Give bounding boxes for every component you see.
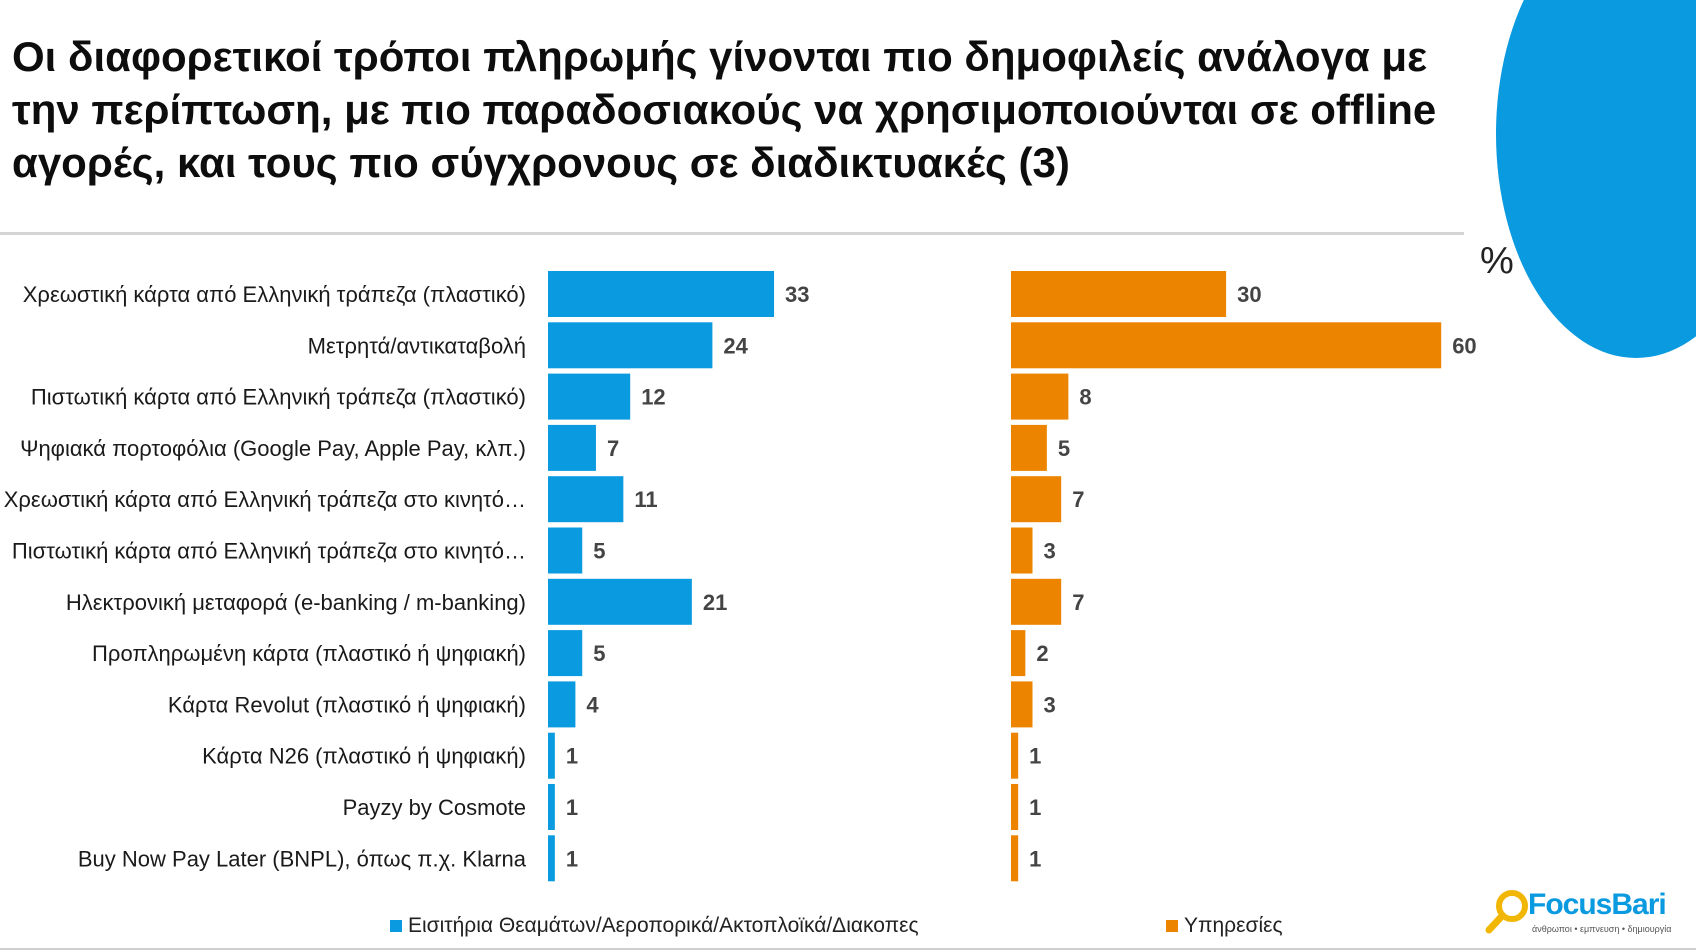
data-label-series-2: 1 (1029, 795, 1041, 820)
title-divider (0, 232, 1464, 235)
bar-series-1 (548, 835, 555, 882)
bar-series-2 (1011, 271, 1227, 317)
bar-series-1 (548, 373, 631, 420)
bar-series-2 (1011, 322, 1442, 369)
bar-series-2 (1011, 476, 1062, 523)
legend-label-series-2: Υπηρεσίες (1184, 914, 1283, 937)
bar-series-1 (548, 271, 775, 317)
category-label: Ηλεκτρονική μεταφορά (e-banking / m-bank… (66, 590, 526, 615)
bar-series-2 (1011, 630, 1026, 677)
bar-series-1 (548, 578, 692, 625)
bar-series-1 (548, 476, 624, 523)
bar-chart: Χρεωστική κάρτα από Ελληνική τράπεζα (πλ… (4, 271, 1477, 882)
data-label-series-2: 30 (1237, 282, 1261, 307)
data-label-series-1: 11 (634, 487, 657, 512)
data-label-series-1: 5 (593, 641, 605, 666)
bar-series-1 (548, 681, 576, 728)
data-label-series-2: 1 (1029, 846, 1041, 871)
category-label: Χρεωστική κάρτα από Ελληνική τράπεζα (πλ… (23, 282, 526, 307)
category-label: Μετρητά/αντικαταβολή (308, 333, 526, 358)
data-label-series-1: 24 (723, 333, 748, 358)
category-label: Κάρτα N26 (πλαστικό ή ψηφιακή) (202, 744, 526, 769)
data-label-series-2: 3 (1044, 539, 1056, 564)
bar-series-2 (1011, 784, 1019, 830)
data-label-series-1: 12 (641, 385, 665, 410)
focusbari-logo: FocusBari άνθρωποι • εμπνευση • δημιουργ… (1484, 888, 1674, 938)
data-label-series-2: 1 (1029, 744, 1041, 769)
bar-series-2 (1011, 732, 1019, 779)
category-label: Χρεωστική κάρτα από Ελληνική τράπεζα στο… (4, 487, 526, 512)
unit-label: % (1480, 240, 1514, 282)
data-label-series-1: 4 (586, 692, 599, 717)
data-label-series-1: 21 (703, 590, 727, 615)
category-label: Προπληρωμένη κάρτα (πλαστικό ή ψηφιακή) (92, 641, 526, 666)
bar-series-2 (1011, 835, 1019, 882)
data-label-series-2: 5 (1058, 436, 1070, 461)
data-label-series-1: 1 (566, 846, 578, 871)
data-label-series-2: 7 (1072, 590, 1084, 615)
legend-swatch-series-1 (390, 920, 402, 932)
bar-series-1 (548, 424, 596, 471)
bar-series-2 (1011, 527, 1033, 574)
page-title: Οι διαφορετικοί τρόποι πληρωμής γίνονται… (12, 33, 1437, 186)
logo-text: FocusBari (1528, 888, 1667, 921)
bar-series-1 (548, 784, 555, 830)
legend-item-series-1: Εισιτήρια Θεαμάτων/Αεροπορικά/Ακτοπλοϊκά… (390, 914, 919, 938)
legend-label-series-1: Εισιτήρια Θεαμάτων/Αεροπορικά/Ακτοπλοϊκά… (408, 914, 919, 937)
legend-item-series-2: Υπηρεσίες (1166, 914, 1283, 938)
data-label-series-1: 7 (607, 436, 619, 461)
data-label-series-2: 2 (1036, 641, 1048, 666)
category-label: Πιστωτική κάρτα από Ελληνική τράπεζα στο… (12, 539, 526, 564)
bar-series-1 (548, 732, 555, 779)
bar-series-1 (548, 527, 583, 574)
data-label-series-1: 33 (785, 282, 809, 307)
decorative-circle (1496, 0, 1696, 358)
bar-series-1 (548, 322, 713, 369)
category-label: Buy Now Pay Later (BNPL), όπως π.χ. Klar… (78, 846, 527, 871)
data-label-series-1: 1 (566, 744, 578, 769)
data-label-series-2: 7 (1072, 487, 1084, 512)
bar-series-2 (1011, 424, 1047, 471)
data-label-series-1: 1 (566, 795, 578, 820)
magnifier-logo-icon (1485, 890, 1528, 934)
category-label: Πιστωτική κάρτα από Ελληνική τράπεζα (πλ… (31, 385, 526, 410)
data-label-series-2: 3 (1044, 692, 1056, 717)
legend-swatch-series-2 (1166, 920, 1178, 932)
data-label-series-2: 8 (1079, 385, 1091, 410)
data-label-series-2: 60 (1452, 333, 1476, 358)
logo-tagline: άνθρωποι • εμπνευση • δημιουργία (1532, 924, 1672, 934)
category-label: Ψηφιακά πορτοφόλια (Google Pay, Apple Pa… (20, 436, 526, 461)
bar-series-2 (1011, 373, 1069, 420)
bar-series-2 (1011, 578, 1062, 625)
bar-series-1 (548, 630, 583, 677)
bottom-divider (0, 948, 1696, 950)
bar-series-2 (1011, 681, 1033, 728)
data-label-series-1: 5 (593, 539, 605, 564)
category-label: Payzy by Cosmote (343, 795, 526, 820)
category-label: Κάρτα Revolut (πλαστικό ή ψηφιακή) (168, 692, 526, 717)
